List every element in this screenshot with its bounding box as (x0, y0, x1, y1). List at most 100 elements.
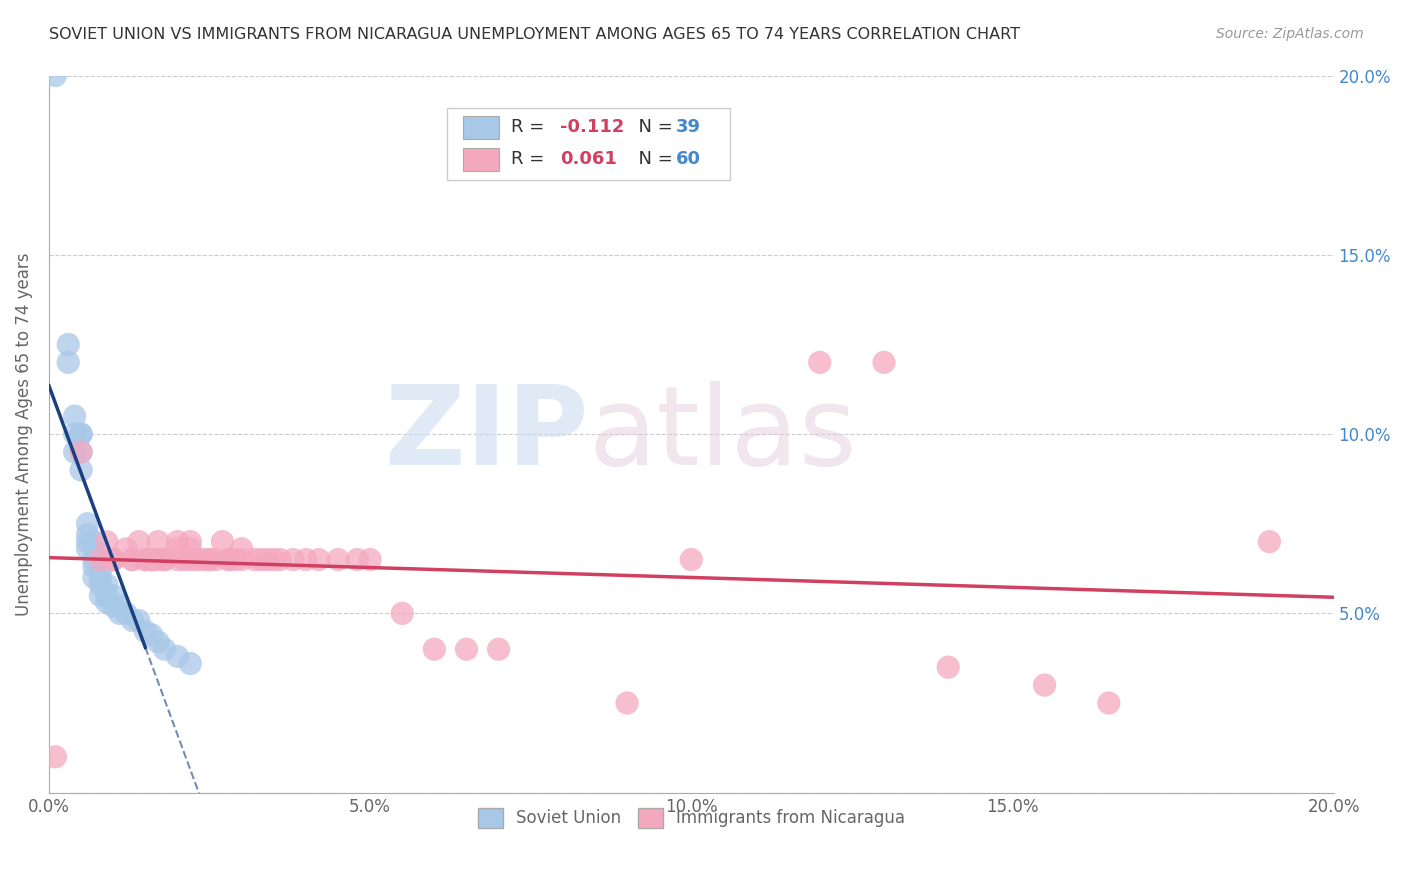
Point (89, 552, 111, 566)
Point (231, 541, 253, 556)
Point (70, 427, 93, 442)
Point (141, 552, 163, 566)
Point (134, 552, 156, 566)
Text: -0.112: -0.112 (560, 118, 624, 136)
Point (295, 552, 318, 566)
Point (391, 607, 413, 621)
Point (146, 534, 169, 549)
Point (166, 552, 188, 566)
Point (153, 552, 176, 566)
Point (121, 552, 143, 566)
Point (103, 552, 125, 566)
Point (423, 642, 446, 657)
Text: N =: N = (627, 118, 679, 136)
Point (243, 552, 266, 566)
Point (359, 552, 381, 566)
Point (224, 552, 246, 566)
Point (63, 445, 86, 459)
Point (70, 445, 93, 459)
Point (44, 69, 66, 83)
Text: R =: R = (512, 118, 551, 136)
Point (128, 614, 150, 628)
Point (146, 552, 169, 566)
Point (63, 427, 86, 442)
Point (76, 541, 98, 556)
Point (128, 534, 150, 549)
Point (108, 599, 131, 614)
Point (191, 552, 214, 566)
Point (141, 628, 163, 642)
Point (186, 552, 208, 566)
Point (1098, 696, 1121, 710)
Point (153, 552, 176, 566)
Point (616, 696, 638, 710)
Point (873, 355, 896, 369)
Point (115, 541, 138, 556)
Text: 0.061: 0.061 (560, 151, 617, 169)
FancyBboxPatch shape (447, 108, 730, 179)
Point (346, 552, 368, 566)
Point (44, 749, 66, 764)
Point (76, 534, 98, 549)
Text: N =: N = (627, 151, 679, 169)
Legend: Soviet Union, Immigrants from Nicaragua: Soviet Union, Immigrants from Nicaragua (471, 801, 911, 835)
Point (211, 534, 233, 549)
Point (83, 559, 105, 574)
Point (96, 596, 118, 610)
Point (936, 660, 959, 674)
Point (153, 642, 176, 657)
Point (308, 552, 330, 566)
Point (141, 552, 163, 566)
Point (58, 355, 80, 369)
Point (83, 552, 105, 566)
Point (70, 445, 93, 459)
Point (89, 589, 111, 603)
Point (58, 337, 80, 351)
Point (456, 642, 478, 657)
Point (103, 552, 125, 566)
Point (108, 607, 131, 621)
Text: Source: ZipAtlas.com: Source: ZipAtlas.com (1216, 27, 1364, 41)
Point (231, 552, 253, 566)
Point (179, 541, 201, 556)
Text: SOVIET UNION VS IMMIGRANTS FROM NICARAGUA UNEMPLOYMENT AMONG AGES 65 TO 74 YEARS: SOVIET UNION VS IMMIGRANTS FROM NICARAGU… (49, 27, 1021, 42)
Point (83, 541, 105, 556)
Point (269, 552, 291, 566)
Point (808, 355, 831, 369)
Point (89, 570, 111, 584)
Point (198, 552, 221, 566)
Point (218, 552, 240, 566)
Point (173, 552, 195, 566)
Point (218, 552, 240, 566)
Point (263, 552, 285, 566)
Text: atlas: atlas (589, 381, 858, 488)
Point (121, 614, 143, 628)
Point (198, 552, 221, 566)
Point (179, 657, 201, 671)
Point (256, 552, 278, 566)
Point (83, 534, 105, 549)
Text: 60: 60 (676, 151, 700, 169)
Point (166, 534, 188, 549)
Point (166, 541, 188, 556)
Point (488, 642, 510, 657)
Point (103, 589, 125, 603)
Point (146, 635, 169, 649)
Point (134, 552, 156, 566)
Point (141, 552, 163, 566)
Point (250, 552, 273, 566)
FancyBboxPatch shape (463, 116, 499, 138)
Point (166, 649, 188, 664)
Text: 39: 39 (676, 118, 700, 136)
Point (96, 589, 118, 603)
Point (1033, 678, 1056, 692)
Point (83, 570, 105, 584)
Point (134, 624, 156, 639)
Point (76, 527, 98, 541)
Point (96, 534, 118, 549)
Point (179, 552, 201, 566)
Point (76, 516, 98, 531)
Text: R =: R = (512, 151, 551, 169)
Point (681, 552, 703, 566)
Point (89, 563, 111, 577)
